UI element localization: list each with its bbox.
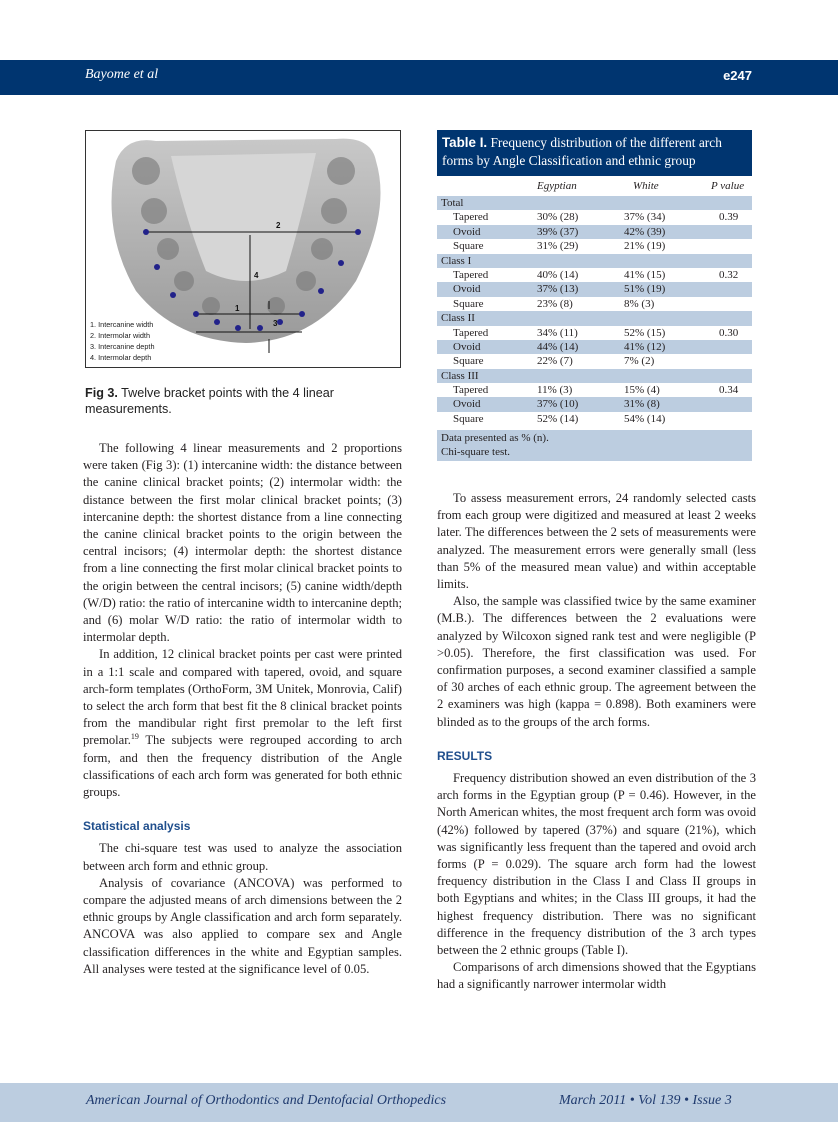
paragraph: In addition, 12 clinical bracket points … bbox=[83, 647, 402, 800]
marker-2: 2 bbox=[276, 221, 281, 230]
table-cell: Square bbox=[453, 412, 484, 425]
marker-3: 3 bbox=[273, 319, 278, 328]
table-cell: Square bbox=[453, 297, 484, 310]
table-cell: Ovoid bbox=[453, 225, 481, 238]
bracket-points bbox=[143, 229, 361, 331]
table-cell: 31% (29) bbox=[537, 240, 579, 253]
paragraph: Also, the sample was classified twice by… bbox=[437, 594, 756, 729]
table-row: Square 52% (14) 54% (14) bbox=[437, 412, 752, 426]
table-row: Ovoid 37% (10) 31% (8) bbox=[437, 397, 752, 412]
table-cell: 21% (19) bbox=[624, 240, 666, 253]
page-number: e247 bbox=[723, 68, 752, 83]
table-group-row: Total bbox=[437, 196, 752, 211]
table-row: Square 22% (7) 7% (2) bbox=[437, 354, 752, 368]
table-row: Tapered 30% (28) 37% (34) 0.39 bbox=[437, 210, 752, 224]
table-cell: 0.39 bbox=[719, 211, 739, 224]
table-cell: 23% (8) bbox=[537, 297, 573, 310]
table-cell: Ovoid bbox=[453, 283, 481, 296]
table-cell: Tapered bbox=[453, 326, 489, 339]
table-cell: 40% (14) bbox=[537, 268, 579, 281]
svg-text:1. Intercanine width: 1. Intercanine width bbox=[90, 320, 153, 329]
section-heading-statistical-analysis: Statistical analysis bbox=[83, 819, 191, 834]
table-cell: 39% (37) bbox=[537, 225, 579, 238]
table-cell: 37% (10) bbox=[537, 398, 579, 411]
table-row: Tapered 34% (11) 52% (15) 0.30 bbox=[437, 326, 752, 340]
table-cell: Tapered bbox=[453, 268, 489, 281]
table-cell: 0.32 bbox=[719, 268, 739, 281]
table-row: Tapered 40% (14) 41% (15) 0.32 bbox=[437, 268, 752, 282]
table-group-row: Class I bbox=[437, 253, 752, 268]
table-cell: 31% (8) bbox=[624, 398, 660, 411]
reference-19: 19 bbox=[130, 732, 139, 742]
table-cell: 15% (4) bbox=[624, 384, 660, 397]
table-cell: 54% (14) bbox=[624, 412, 666, 425]
table-cell: 41% (15) bbox=[624, 268, 666, 281]
table-cell: 51% (19) bbox=[624, 283, 666, 296]
paragraph: To assess measurement errors, 24 randoml… bbox=[437, 491, 756, 592]
table-row: Square 31% (29) 21% (19) bbox=[437, 239, 752, 253]
paragraph: The chi-square test was used to analyze … bbox=[83, 841, 402, 873]
running-footer: American Journal of Orthodontics and Den… bbox=[0, 1083, 838, 1122]
header-authors: Bayome et al bbox=[85, 67, 159, 82]
dental-cast-image: 2 4 1 3 1. Intercanine width 2. Intermol… bbox=[90, 138, 381, 362]
table-row: Ovoid 44% (14) 41% (12) bbox=[437, 339, 752, 355]
table-cell: 7% (2) bbox=[624, 355, 655, 368]
svg-text:3. Intercanine depth: 3. Intercanine depth bbox=[90, 342, 155, 351]
table-row: Tapered 11% (3) 15% (4) 0.34 bbox=[437, 383, 752, 397]
table-row: Square 23% (8) 8% (3) bbox=[437, 297, 752, 311]
table-cell: 11% (3) bbox=[537, 384, 573, 397]
table-cell: 52% (15) bbox=[624, 326, 666, 339]
table-cell: 44% (14) bbox=[537, 340, 579, 353]
paragraph: Analysis of covariance (ANCOVA) was perf… bbox=[83, 875, 402, 976]
figure-caption: Fig 3. Twelve bracket points with the 4 … bbox=[85, 386, 334, 416]
table-cell: 0.34 bbox=[719, 384, 739, 397]
table-group-row: Class II bbox=[437, 311, 752, 326]
table-notes: Data presented as % (n). Chi-square test… bbox=[437, 430, 752, 462]
svg-text:4. Intermolar depth: 4. Intermolar depth bbox=[90, 353, 151, 362]
paragraph: Frequency distribution showed an even di… bbox=[437, 771, 756, 958]
table-cell: Ovoid bbox=[453, 398, 481, 411]
paragraph: The following 4 linear measurements and … bbox=[83, 441, 402, 645]
table-group-row: Class III bbox=[437, 368, 752, 384]
table-cell: 34% (11) bbox=[537, 326, 578, 339]
table-cell: 37% (13) bbox=[537, 283, 579, 296]
running-header: Bayome et al e247 bbox=[0, 60, 838, 95]
table-cell: 0.30 bbox=[719, 326, 739, 339]
table-row: Ovoid 39% (37) 42% (39) bbox=[437, 224, 752, 240]
table-1: Table I. Frequency distribution of the d… bbox=[437, 130, 752, 462]
table-cell: 8% (3) bbox=[624, 297, 655, 310]
table-header-row: Egyptian White P value bbox=[537, 180, 745, 192]
table-cell: 30% (28) bbox=[537, 211, 579, 224]
table-cell: 41% (12) bbox=[624, 340, 666, 353]
table-cell: Tapered bbox=[453, 211, 489, 224]
table-cell: 52% (14) bbox=[537, 412, 579, 425]
svg-text:2. Intermolar width: 2. Intermolar width bbox=[90, 331, 150, 340]
issue-info: March 2011 • Vol 139 • Issue 3 bbox=[559, 1093, 732, 1108]
table-cell: Square bbox=[453, 240, 484, 253]
table-cell: 37% (34) bbox=[624, 211, 666, 224]
figure-3: 2 4 1 3 1. Intercanine width 2. Intermol… bbox=[85, 130, 401, 368]
table-cell: Ovoid bbox=[453, 340, 481, 353]
section-heading-results: RESULTS bbox=[437, 748, 493, 763]
table-cell: Square bbox=[453, 355, 484, 368]
table-title: Table I. Frequency distribution of the d… bbox=[437, 130, 752, 176]
left-column: The following 4 linear measurements and … bbox=[83, 440, 402, 978]
table-cell: 42% (39) bbox=[624, 225, 666, 238]
table-cell: Tapered bbox=[453, 384, 489, 397]
figure-legend: 1. Intercanine width 2. Intermolar width… bbox=[90, 320, 155, 362]
journal-name: American Journal of Orthodontics and Den… bbox=[86, 1093, 447, 1108]
paragraph: Comparisons of arch dimensions showed th… bbox=[437, 960, 756, 992]
marker-1: 1 bbox=[235, 304, 240, 313]
table-cell: 22% (7) bbox=[537, 355, 573, 368]
table-row: Ovoid 37% (13) 51% (19) bbox=[437, 282, 752, 297]
right-column: To assess measurement errors, 24 randoml… bbox=[437, 490, 756, 994]
marker-4: 4 bbox=[254, 271, 259, 280]
